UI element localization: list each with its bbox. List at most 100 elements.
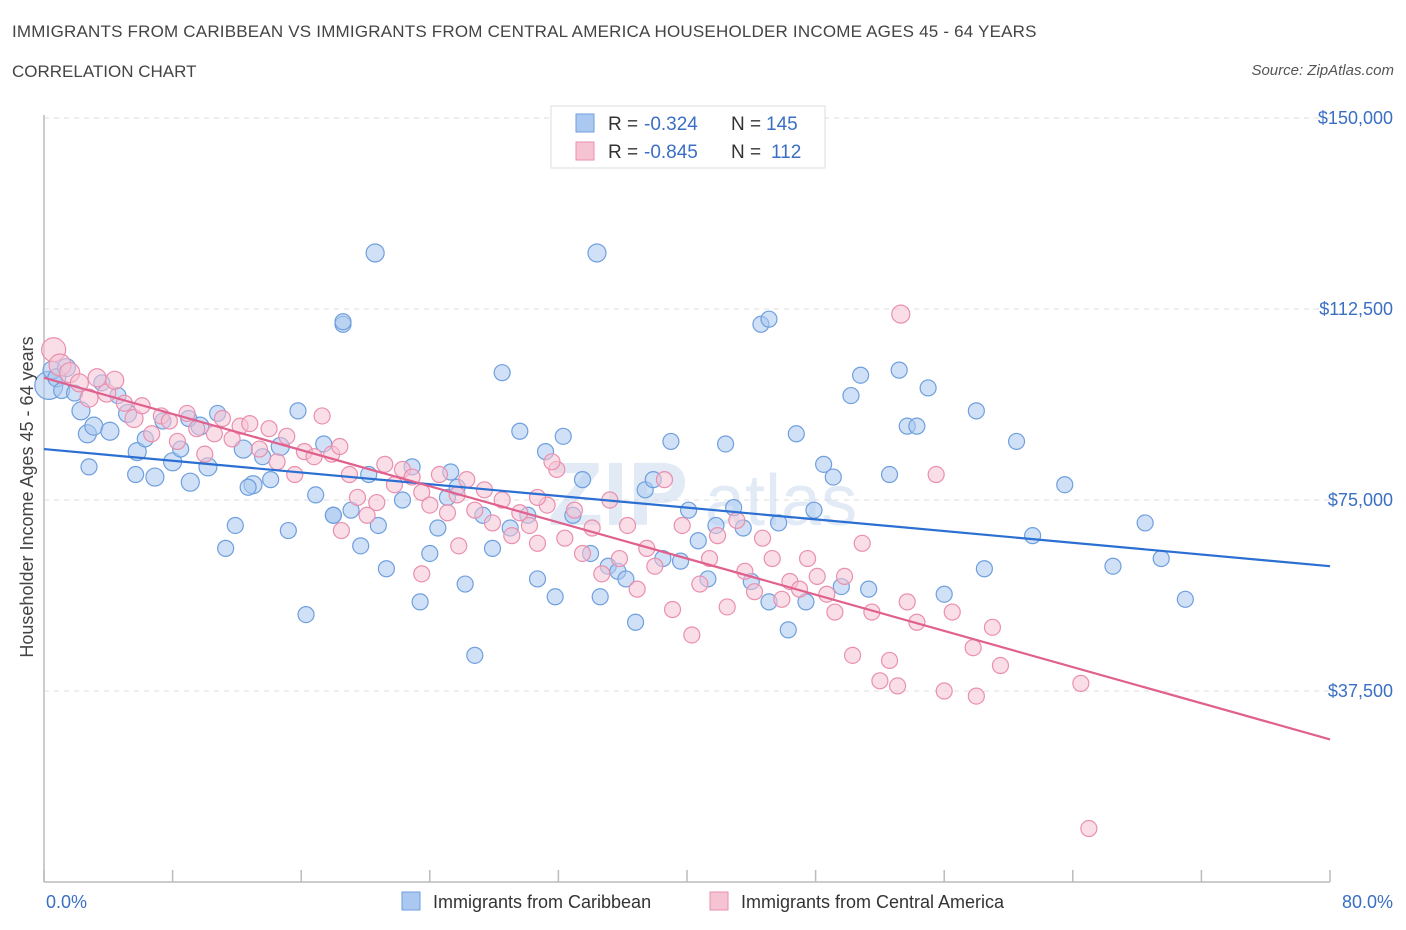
point-caribbean xyxy=(779,621,797,639)
legend-n-label-central-america: N = xyxy=(731,142,761,163)
point-central-america xyxy=(728,511,746,529)
point-caribbean xyxy=(466,646,484,664)
point-central-america xyxy=(628,580,646,598)
point-caribbean xyxy=(554,427,572,445)
point-central-america xyxy=(1072,674,1090,692)
point-central-america xyxy=(332,521,350,540)
point-central-america xyxy=(663,600,682,619)
legend-swatch-caribbean xyxy=(575,113,595,133)
point-central-america xyxy=(943,603,961,621)
point-caribbean xyxy=(680,501,698,519)
point-caribbean xyxy=(493,364,511,382)
point-caribbean xyxy=(760,310,778,328)
source-label: Source: ZipAtlas.com xyxy=(1251,62,1394,79)
point-central-america xyxy=(700,549,719,568)
point-central-america xyxy=(808,567,826,586)
legend-swatch-central-america xyxy=(575,141,595,161)
point-central-america xyxy=(213,409,232,428)
point-central-america xyxy=(430,465,449,484)
point-caribbean xyxy=(824,468,842,486)
point-caribbean xyxy=(587,243,607,263)
legend-r-value-caribbean: -0.324 xyxy=(644,114,698,135)
point-caribbean xyxy=(217,539,235,557)
point-central-america xyxy=(241,415,259,433)
point-central-america xyxy=(358,506,376,524)
point-central-america xyxy=(483,514,502,532)
point-central-america xyxy=(466,501,484,519)
x-tick-label-min: 0.0% xyxy=(46,892,87,912)
point-caribbean xyxy=(307,486,325,504)
point-central-america xyxy=(413,565,431,583)
point-central-america xyxy=(843,646,862,664)
y-axis-label: Householder Income Ages 45 - 64 years xyxy=(17,336,37,657)
watermark-zip: ZIP xyxy=(548,445,688,545)
y-tick-labels: $37,500 $75,000 $112,500 $150,000 xyxy=(1318,108,1393,701)
point-central-america xyxy=(935,682,953,700)
point-central-america xyxy=(168,432,187,451)
point-central-america xyxy=(196,445,214,463)
point-caribbean xyxy=(852,366,870,384)
point-central-america xyxy=(528,534,547,552)
chart-subtitle: CORRELATION CHART xyxy=(12,62,197,81)
point-central-america xyxy=(278,427,296,445)
point-central-america xyxy=(708,527,727,545)
point-central-america xyxy=(376,455,394,473)
point-central-america xyxy=(268,453,286,471)
point-central-america xyxy=(718,598,736,616)
point-caribbean xyxy=(919,379,937,397)
series-caribbean xyxy=(34,243,1194,664)
bottom-legend: Immigrants from Caribbean Immigrants fro… xyxy=(401,891,1005,912)
point-central-america xyxy=(438,504,457,522)
legend-box xyxy=(550,105,826,169)
point-central-america xyxy=(565,501,584,519)
point-caribbean xyxy=(890,361,908,379)
point-central-america xyxy=(340,465,359,484)
point-caribbean xyxy=(1152,549,1170,568)
point-caribbean xyxy=(377,560,395,578)
point-caribbean xyxy=(528,570,547,588)
point-caribbean xyxy=(617,570,635,588)
point-central-america xyxy=(493,491,511,509)
point-central-america xyxy=(368,493,386,512)
point-caribbean xyxy=(815,455,833,473)
point-central-america xyxy=(421,496,439,514)
point-central-america xyxy=(673,516,691,535)
point-central-america xyxy=(835,567,854,586)
point-caribbean xyxy=(80,458,98,476)
point-central-america xyxy=(313,407,331,425)
point-central-america xyxy=(898,593,916,611)
point-caribbean xyxy=(975,560,993,578)
y-tick-label: $37,500 xyxy=(1328,681,1393,701)
legend-r-label-caribbean: R = xyxy=(608,114,638,135)
trend-line-caribbean xyxy=(43,447,1331,568)
point-caribbean xyxy=(100,421,120,441)
point-central-america xyxy=(556,529,574,547)
point-caribbean xyxy=(1024,527,1042,545)
point-central-america xyxy=(520,516,539,535)
point-central-america xyxy=(773,590,791,608)
point-central-america xyxy=(983,618,1002,636)
point-caribbean xyxy=(334,313,352,331)
point-central-america xyxy=(691,575,709,593)
trend-line-central-america xyxy=(43,376,1331,741)
point-central-america xyxy=(927,465,945,484)
point-caribbean xyxy=(297,605,315,624)
bottom-legend-label-caribbean: Immigrants from Caribbean xyxy=(433,892,651,912)
point-central-america xyxy=(286,465,304,484)
point-caribbean xyxy=(1176,590,1194,608)
x-tick-label-max: 80.0% xyxy=(1342,892,1393,912)
point-caribbean xyxy=(842,386,860,405)
point-caribbean xyxy=(662,432,680,451)
point-central-america xyxy=(143,425,161,443)
point-central-america xyxy=(260,420,278,438)
point-central-america xyxy=(348,488,367,507)
point-caribbean xyxy=(1056,476,1074,494)
point-central-america xyxy=(880,651,899,670)
point-caribbean xyxy=(689,532,707,550)
x-ticks xyxy=(43,870,1331,882)
point-caribbean xyxy=(324,506,342,524)
point-central-america xyxy=(683,626,701,644)
point-central-america xyxy=(503,527,521,545)
point-caribbean xyxy=(483,539,502,557)
legend-n-value-caribbean: 145 xyxy=(766,114,798,135)
